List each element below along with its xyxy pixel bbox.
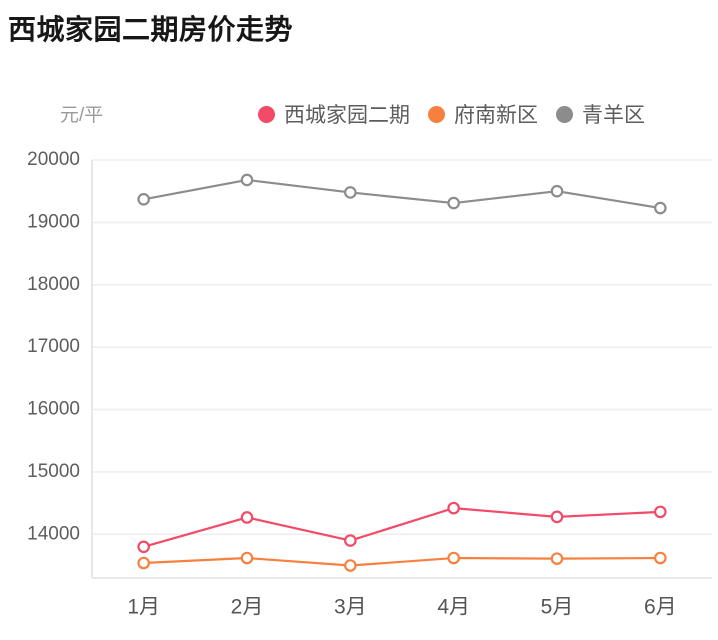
data-point xyxy=(344,186,357,199)
y-axis-tick-label: 16000 xyxy=(27,399,80,420)
y-axis-tick-label: 20000 xyxy=(27,149,80,170)
legend-dot-icon xyxy=(428,105,445,123)
x-axis-tick-label: 4月 xyxy=(437,595,470,618)
y-axis-tick-label: 19000 xyxy=(27,211,80,232)
x-axis-tick-label: 5月 xyxy=(541,595,574,618)
data-point xyxy=(137,556,150,570)
legend-label: 西城家园二期 xyxy=(284,104,410,127)
data-point xyxy=(240,551,254,565)
data-point xyxy=(550,510,564,524)
data-point xyxy=(654,201,667,215)
x-axis-tick-label: 2月 xyxy=(231,595,264,618)
legend-item-0[interactable]: 西城家园二期 xyxy=(258,99,410,129)
data-point xyxy=(137,193,150,206)
chart-legend: 西城家园二期 府南新区 青羊区 xyxy=(258,99,645,129)
y-axis-tick-label: 17000 xyxy=(27,336,80,357)
x-axis-tick-label: 1月 xyxy=(127,595,160,618)
series-line-0 xyxy=(142,507,662,548)
y-axis-tick-label: 14000 xyxy=(27,523,80,544)
x-axis-tick-label: 3月 xyxy=(334,595,367,618)
data-point xyxy=(447,196,460,210)
series-line-1 xyxy=(142,556,662,567)
data-point xyxy=(344,559,357,572)
data-point xyxy=(137,540,150,554)
legend-item-2[interactable]: 青羊区 xyxy=(556,99,645,129)
legend-label: 府南新区 xyxy=(454,104,538,127)
y-axis-unit-label: 元/平 xyxy=(60,105,104,126)
y-axis-tick-label: 15000 xyxy=(27,461,80,482)
y-axis-tick-label: 18000 xyxy=(27,274,80,295)
data-point xyxy=(447,501,460,515)
data-point xyxy=(447,551,460,565)
legend-item-1[interactable]: 府南新区 xyxy=(428,99,538,129)
x-axis-tick-label: 6月 xyxy=(644,595,677,618)
data-point xyxy=(654,505,667,519)
data-point xyxy=(550,552,564,565)
legend-dot-icon xyxy=(556,105,573,123)
series-line-2 xyxy=(142,178,662,210)
data-point xyxy=(240,173,254,187)
data-point xyxy=(344,534,357,547)
data-point xyxy=(550,184,564,198)
legend-dot-icon xyxy=(258,105,275,123)
page-title: 西城家园二期房价走势 xyxy=(8,14,294,45)
legend-label: 青羊区 xyxy=(582,104,645,127)
data-point xyxy=(654,551,667,565)
data-point xyxy=(240,511,254,524)
